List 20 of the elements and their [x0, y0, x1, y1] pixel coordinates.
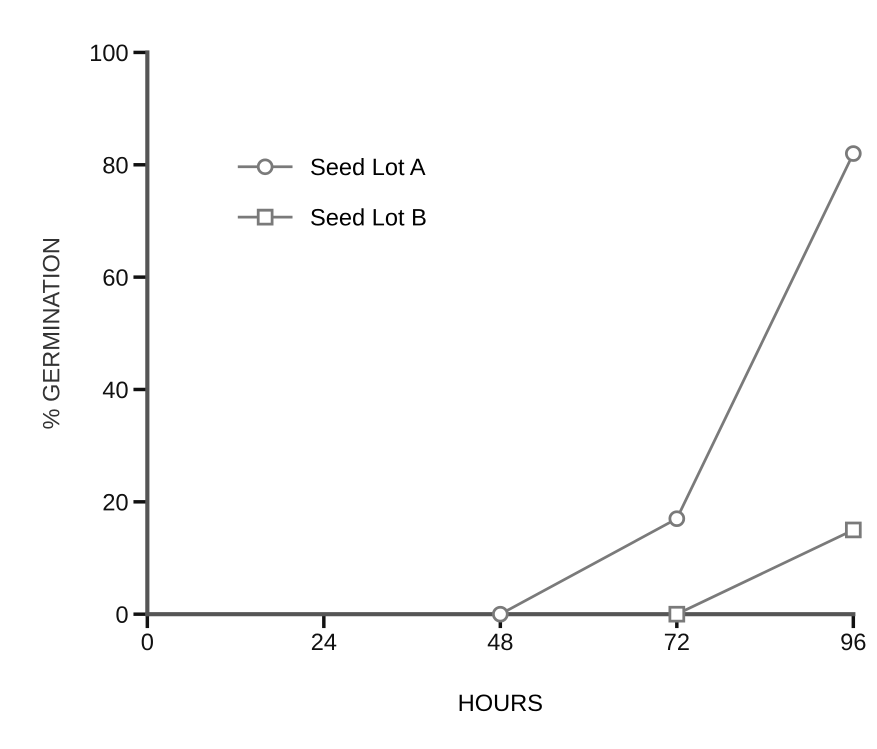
point: [668, 510, 686, 528]
point: [844, 145, 862, 162]
y-tick-label: 60: [104, 269, 128, 286]
legend-label: Seed Lot B: [311, 208, 426, 226]
y-tick-label: 80: [103, 156, 128, 174]
x-tick-label: 96: [841, 634, 866, 650]
point: [844, 522, 862, 538]
x-tick-label: 0: [142, 634, 153, 650]
point: [668, 606, 686, 623]
legend-label: Seed Lot A: [311, 158, 426, 176]
x-tick-label: 24: [312, 634, 336, 650]
y-axis-title: % GERMINATION: [42, 239, 60, 429]
y-tick-label: 20: [104, 494, 128, 511]
x-axis-title: HOURS: [460, 694, 542, 712]
y-tick-label: 100: [90, 44, 128, 62]
y-tick-label: 40: [102, 382, 128, 398]
point: [492, 606, 509, 623]
x-tick-label: 72: [664, 634, 689, 650]
y-tick-label: 0: [116, 606, 128, 623]
x-tick-label: 48: [488, 634, 512, 650]
